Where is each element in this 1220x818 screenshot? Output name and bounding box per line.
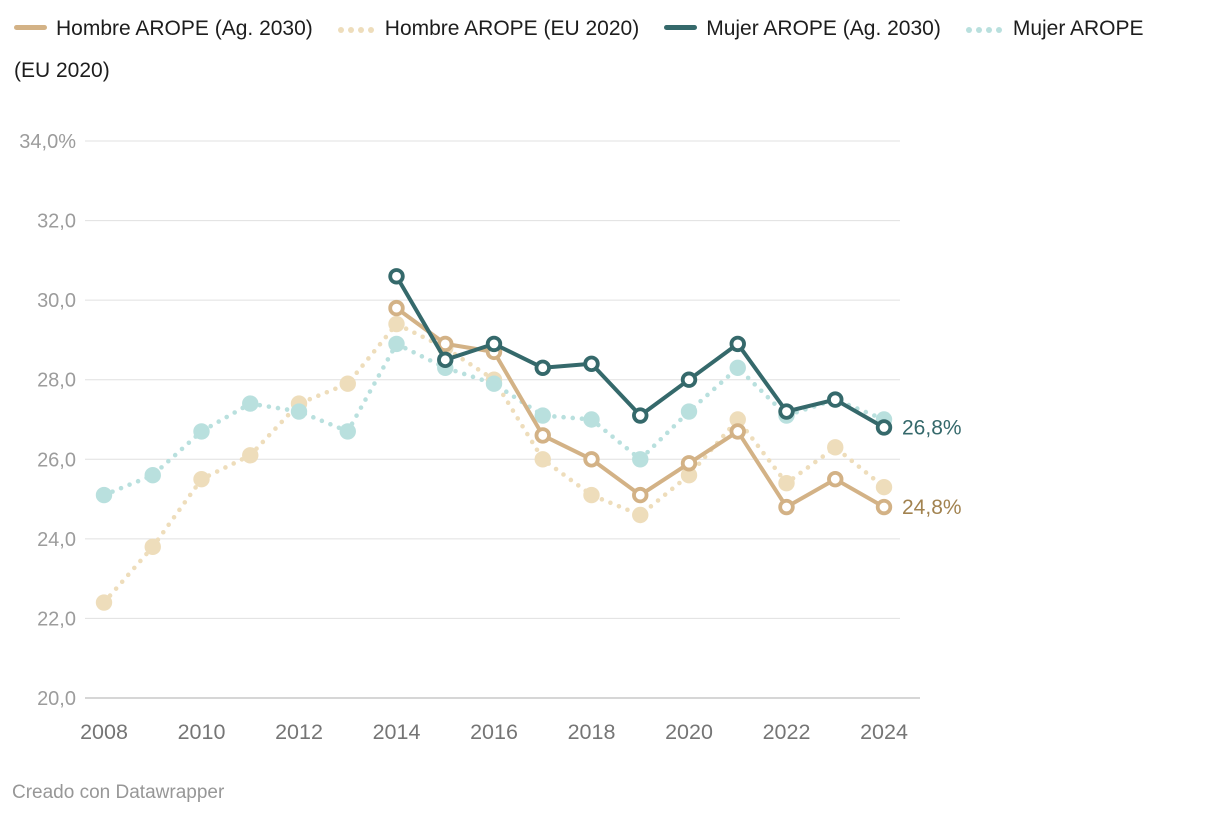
data-point-mujer_eu	[632, 451, 649, 468]
series-line-hombre_eu	[101, 321, 887, 605]
data-point-hombre_eu	[778, 474, 795, 492]
data-point-mujer_eu	[534, 407, 551, 424]
legend-item-mujer-eu-wrapped-label: (EU 2020)	[14, 59, 110, 82]
data-point-hombre_eu	[144, 538, 161, 556]
data-point-hombre_eu	[242, 447, 259, 464]
x-axis-tick-label: 2010	[178, 720, 226, 744]
y-axis-tick-label: 34,0%	[19, 131, 76, 153]
data-point-mujer_eu	[193, 423, 210, 440]
data-point-hombre_ag	[875, 498, 893, 516]
x-axis-tick-label: 2024	[860, 720, 908, 744]
data-point-hombre_eu	[95, 594, 113, 611]
data-point-mujer_eu	[95, 486, 113, 504]
data-point-hombre_eu	[339, 375, 356, 392]
data-point-mujer_ag	[729, 335, 746, 353]
data-point-hombre_ag	[388, 299, 405, 317]
series-end-value-label-mujer_ag: 26,8%	[902, 416, 962, 439]
data-point-hombre_eu	[680, 467, 698, 484]
data-point-mujer_ag	[827, 391, 844, 408]
legend-swatch-dotted-line-icon	[337, 12, 378, 42]
data-point-hombre_ag	[437, 335, 454, 353]
data-point-hombre_eu	[534, 451, 551, 468]
legend-item-label: Hombre AROPE (EU 2020)	[384, 17, 640, 40]
x-axis-tick-label: 2020	[665, 720, 713, 744]
legend-item-label: Mujer AROPE	[1012, 17, 1144, 40]
legend-swatch-solid-line-icon	[14, 24, 47, 30]
legend-item-hombre-eu: Hombre AROPE (EU 2020)	[337, 17, 640, 40]
data-point-hombre_eu	[193, 470, 210, 488]
data-point-hombre_eu	[729, 411, 746, 428]
data-point-hombre_eu	[827, 439, 844, 456]
y-axis-tick-label: 26,0	[37, 449, 76, 471]
data-point-mujer_ag	[875, 419, 893, 436]
data-point-mujer_ag	[583, 355, 600, 373]
data-point-mujer_eu	[144, 467, 161, 484]
legend-swatch-solid-line-icon	[664, 24, 698, 30]
data-point-mujer_ag	[680, 371, 698, 388]
data-point-mujer_ag	[388, 268, 405, 285]
legend-item-mujer-ag: Mujer AROPE (Ag. 2030)	[664, 17, 941, 40]
data-point-mujer_ag	[778, 403, 795, 420]
data-point-hombre_ag	[632, 486, 649, 504]
x-axis-tick-label: 2012	[275, 720, 323, 744]
data-point-mujer_eu	[680, 403, 698, 420]
y-axis-tick-label: 22,0	[37, 608, 76, 630]
data-point-hombre_ag	[583, 451, 600, 468]
data-point-hombre_ag	[729, 423, 746, 440]
legend-swatch-dotted-line-icon	[965, 12, 1006, 42]
y-axis-tick-label: 24,0	[37, 529, 76, 551]
data-point-mujer_eu	[388, 335, 405, 353]
y-axis-tick-label: 28,0	[37, 370, 76, 392]
legend-item-mujer-eu: Mujer AROPE	[965, 17, 1144, 40]
data-point-hombre_ag	[778, 498, 795, 516]
data-point-hombre_ag	[680, 455, 698, 472]
x-axis-tick-label: 2008	[80, 720, 128, 744]
data-point-hombre_eu	[583, 486, 600, 504]
data-point-mujer_ag	[437, 351, 454, 369]
data-point-mujer_eu	[339, 423, 356, 440]
x-axis-tick-label: 2022	[763, 720, 811, 744]
data-point-mujer_eu	[485, 375, 503, 392]
data-point-hombre_eu	[632, 506, 649, 524]
credit-line: Creado con Datawrapper	[12, 782, 225, 803]
x-axis-tick-label: 2016	[470, 720, 518, 744]
data-point-hombre_eu	[875, 478, 893, 496]
data-point-mujer_ag	[632, 407, 649, 424]
data-point-hombre_eu	[388, 315, 405, 333]
x-axis-tick-label: 2014	[373, 720, 421, 744]
series-line-mujer_eu	[101, 341, 887, 498]
chart-legend: Hombre AROPE (Ag. 2030) Hombre AROPE (EU …	[14, 14, 1214, 44]
y-axis-tick-label: 20,0	[37, 688, 76, 710]
data-point-hombre_ag	[827, 470, 844, 488]
data-point-mujer_eu	[583, 411, 600, 428]
data-point-mujer_eu	[290, 403, 308, 420]
data-point-mujer_ag	[534, 359, 551, 376]
y-axis-tick-label: 32,0	[37, 211, 76, 233]
data-point-mujer_eu	[729, 359, 746, 376]
legend-item-label: Hombre AROPE (Ag. 2030)	[56, 17, 313, 40]
series-end-value-label-hombre_ag: 24,8%	[902, 496, 962, 519]
data-point-mujer_ag	[485, 335, 503, 353]
legend-item-label: Mujer AROPE (Ag. 2030)	[706, 17, 941, 40]
y-axis-tick-label: 30,0	[37, 290, 76, 312]
data-point-hombre_ag	[534, 427, 551, 444]
legend-item-hombre-ag: Hombre AROPE (Ag. 2030)	[14, 17, 313, 40]
x-axis-tick-label: 2018	[568, 720, 616, 744]
data-point-mujer_eu	[242, 395, 259, 412]
series-line-mujer_ag	[394, 274, 886, 430]
